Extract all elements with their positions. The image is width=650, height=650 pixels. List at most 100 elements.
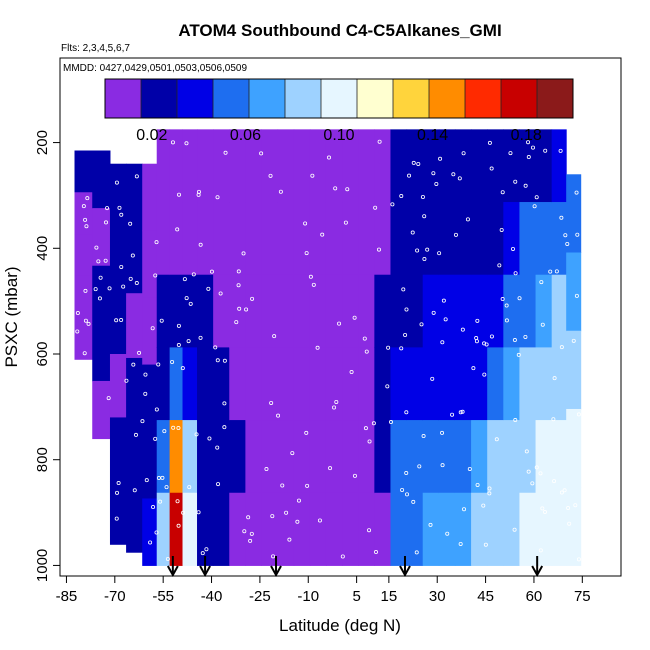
sample-marker	[374, 550, 379, 555]
sample-marker	[458, 410, 463, 415]
sample-marker	[526, 155, 531, 160]
curtain-cell	[342, 420, 359, 494]
sample-marker	[175, 227, 180, 232]
curtain-cell	[293, 202, 311, 276]
sample-marker	[367, 439, 372, 444]
curtain-cell	[471, 202, 488, 276]
curtain-cell	[566, 174, 582, 254]
sample-marker	[543, 148, 548, 153]
curtain-cell	[277, 202, 295, 276]
sample-marker	[184, 141, 189, 146]
curtain-cell	[109, 480, 127, 545]
curtain-cell	[390, 492, 408, 566]
colorbar-tick-label: 0.14	[417, 127, 448, 144]
sample-marker	[512, 527, 517, 532]
sample-marker	[404, 307, 409, 312]
sample-marker	[93, 287, 98, 292]
curtain-cell	[245, 492, 263, 566]
sample-marker	[207, 436, 212, 441]
sample-marker	[530, 145, 535, 150]
sample-marker	[119, 264, 124, 269]
sample-marker	[481, 503, 486, 508]
sample-marker	[474, 336, 479, 341]
sample-marker	[332, 405, 337, 410]
colorbar-swatch	[285, 79, 322, 118]
curtain-cell	[438, 129, 456, 203]
sample-marker	[143, 372, 148, 377]
curtain-cell	[374, 347, 391, 421]
curtain-cell	[293, 347, 311, 421]
curtain-cell	[438, 492, 456, 566]
curtain-cell	[261, 492, 279, 566]
sample-marker	[156, 476, 161, 481]
sample-marker	[539, 280, 544, 285]
curtain-cell	[229, 347, 246, 421]
dates-note: MMDD: 0427,0429,0501,0503,0506,0509	[63, 63, 247, 74]
sample-marker	[304, 251, 309, 256]
curtain-cell	[197, 129, 214, 203]
sample-marker	[508, 151, 513, 156]
sample-marker	[352, 473, 357, 478]
sample-marker	[218, 291, 223, 296]
sample-marker	[156, 362, 161, 367]
sample-marker	[367, 528, 372, 533]
sample-marker	[264, 467, 269, 472]
curtain-cell	[422, 420, 440, 494]
sample-marker	[116, 481, 121, 486]
sample-marker	[154, 407, 159, 412]
curtain-cell	[454, 274, 472, 348]
sample-marker	[206, 286, 211, 291]
flight-arrow-head	[199, 565, 211, 578]
sample-marker	[83, 288, 88, 293]
sample-marker	[571, 338, 576, 343]
curtain-cell	[406, 492, 424, 566]
sample-marker	[268, 173, 273, 178]
sample-marker	[438, 156, 443, 161]
curtain-cell	[182, 492, 198, 566]
curtain-cell	[156, 202, 171, 276]
curtain-cell	[277, 420, 295, 494]
sample-marker	[114, 180, 119, 185]
sample-marker	[487, 486, 492, 491]
sample-marker	[106, 396, 111, 401]
sample-marker	[526, 140, 531, 145]
curtain-cell	[182, 202, 198, 276]
sample-marker	[154, 530, 159, 535]
sample-marker	[131, 362, 136, 367]
sample-marker	[290, 451, 295, 456]
curtain-cell	[245, 274, 263, 348]
sample-marker	[475, 482, 480, 487]
curtain-cell	[519, 347, 537, 421]
sample-marker	[215, 445, 220, 450]
curtain-cell	[342, 274, 359, 348]
colorbar: 0.02 0.06 0.10 0.14 0.18	[104, 78, 574, 144]
sample-marker	[107, 286, 112, 291]
sample-marker	[500, 190, 505, 195]
curtain-cell	[293, 129, 311, 203]
curtain-cell	[503, 129, 520, 203]
colorbar-swatch	[501, 79, 538, 118]
sample-marker	[194, 432, 199, 437]
curtain-cell	[406, 202, 424, 276]
curtain-cell	[358, 129, 375, 203]
sample-marker	[362, 336, 367, 341]
sample-marker	[246, 515, 251, 520]
colorbar-tick-label: 0.06	[230, 127, 261, 144]
curtain-cell	[229, 202, 246, 276]
sample-markers	[75, 139, 581, 562]
sample-marker	[154, 240, 159, 245]
sample-marker	[434, 181, 439, 186]
sample-marker	[130, 253, 135, 258]
sample-marker	[119, 212, 124, 217]
colorbar-swatch	[321, 79, 358, 118]
x-tick-label: 5	[352, 588, 360, 605]
sample-marker	[352, 315, 357, 320]
sample-marker	[407, 173, 412, 178]
curtain-cell	[358, 420, 375, 494]
sample-marker	[124, 378, 129, 383]
curtain-cell	[169, 202, 184, 276]
curtain-plot	[74, 129, 582, 566]
x-tick-label: 45	[477, 588, 494, 605]
sample-marker	[471, 366, 476, 371]
sample-marker	[158, 499, 163, 504]
